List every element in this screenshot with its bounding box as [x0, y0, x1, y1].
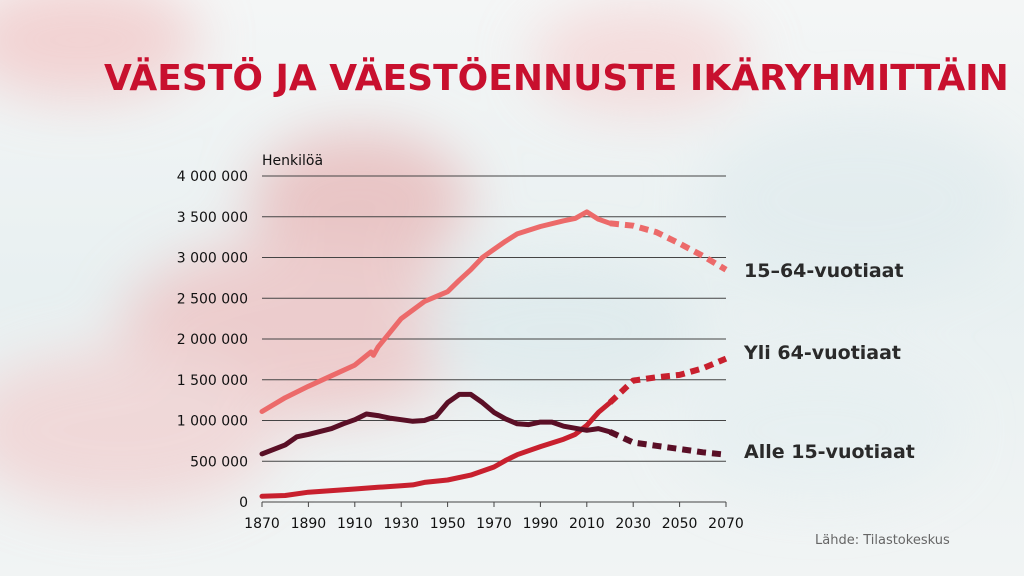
x-tick-label: 2070: [708, 516, 744, 532]
chart-gridlines: [262, 175, 726, 503]
x-tick-label: 1990: [523, 516, 559, 532]
series-label-under-15: Alle 15-vuotiaat: [744, 441, 915, 463]
x-axis-ticks: 1870 1890 1910 1930 1950 1970 1990 2010 2030 2050…: [244, 502, 744, 532]
chart-series: [259, 209, 728, 499]
y-tick-label: 1 000 000: [177, 414, 248, 430]
x-tick-label: 2050: [662, 516, 698, 532]
x-tick-label: 1870: [244, 516, 280, 532]
y-axis-label: Henkilöä: [262, 153, 323, 169]
series-forecast-over-64: [607, 355, 728, 405]
series-line-under-15: [259, 391, 613, 457]
series-line-15-64: [259, 209, 613, 414]
x-tick-label: 1910: [337, 516, 373, 532]
y-tick-label: 500 000: [190, 454, 248, 470]
x-tick-label: 1970: [476, 516, 512, 532]
y-tick-label: 1 500 000: [177, 373, 248, 389]
x-tick-label: 1950: [430, 516, 466, 532]
y-tick-label: 2 000 000: [177, 332, 248, 348]
x-tick-label: 1930: [383, 516, 419, 532]
x-tick-label: 1890: [291, 516, 327, 532]
y-tick-label: 0: [239, 495, 248, 511]
y-tick-label: 3 000 000: [177, 251, 248, 267]
series-line-over-64: [259, 400, 613, 499]
x-tick-label: 2030: [615, 516, 651, 532]
chart-title: VÄESTÖ JA VÄESTÖENNUSTE IKÄRYHMITTÄIN: [104, 58, 1009, 99]
y-tick-label: 2 500 000: [177, 291, 248, 307]
y-tick-label: 3 500 000: [177, 210, 248, 226]
x-tick-label: 2010: [569, 516, 605, 532]
series-label-15-64: 15–64-vuotiaat: [744, 260, 904, 282]
series-label-over-64: Yli 64-vuotiaat: [743, 342, 901, 364]
series-forecast-under-15: [608, 429, 727, 458]
source-note: Lähde: Tilastokeskus: [815, 533, 950, 548]
y-tick-label: 4 000 000: [177, 169, 248, 185]
y-axis-ticks: 0 500 000 1 000 000 1 500 000 2 000 000 2 500…: [177, 169, 248, 511]
series-forecast-15-64: [609, 220, 728, 273]
